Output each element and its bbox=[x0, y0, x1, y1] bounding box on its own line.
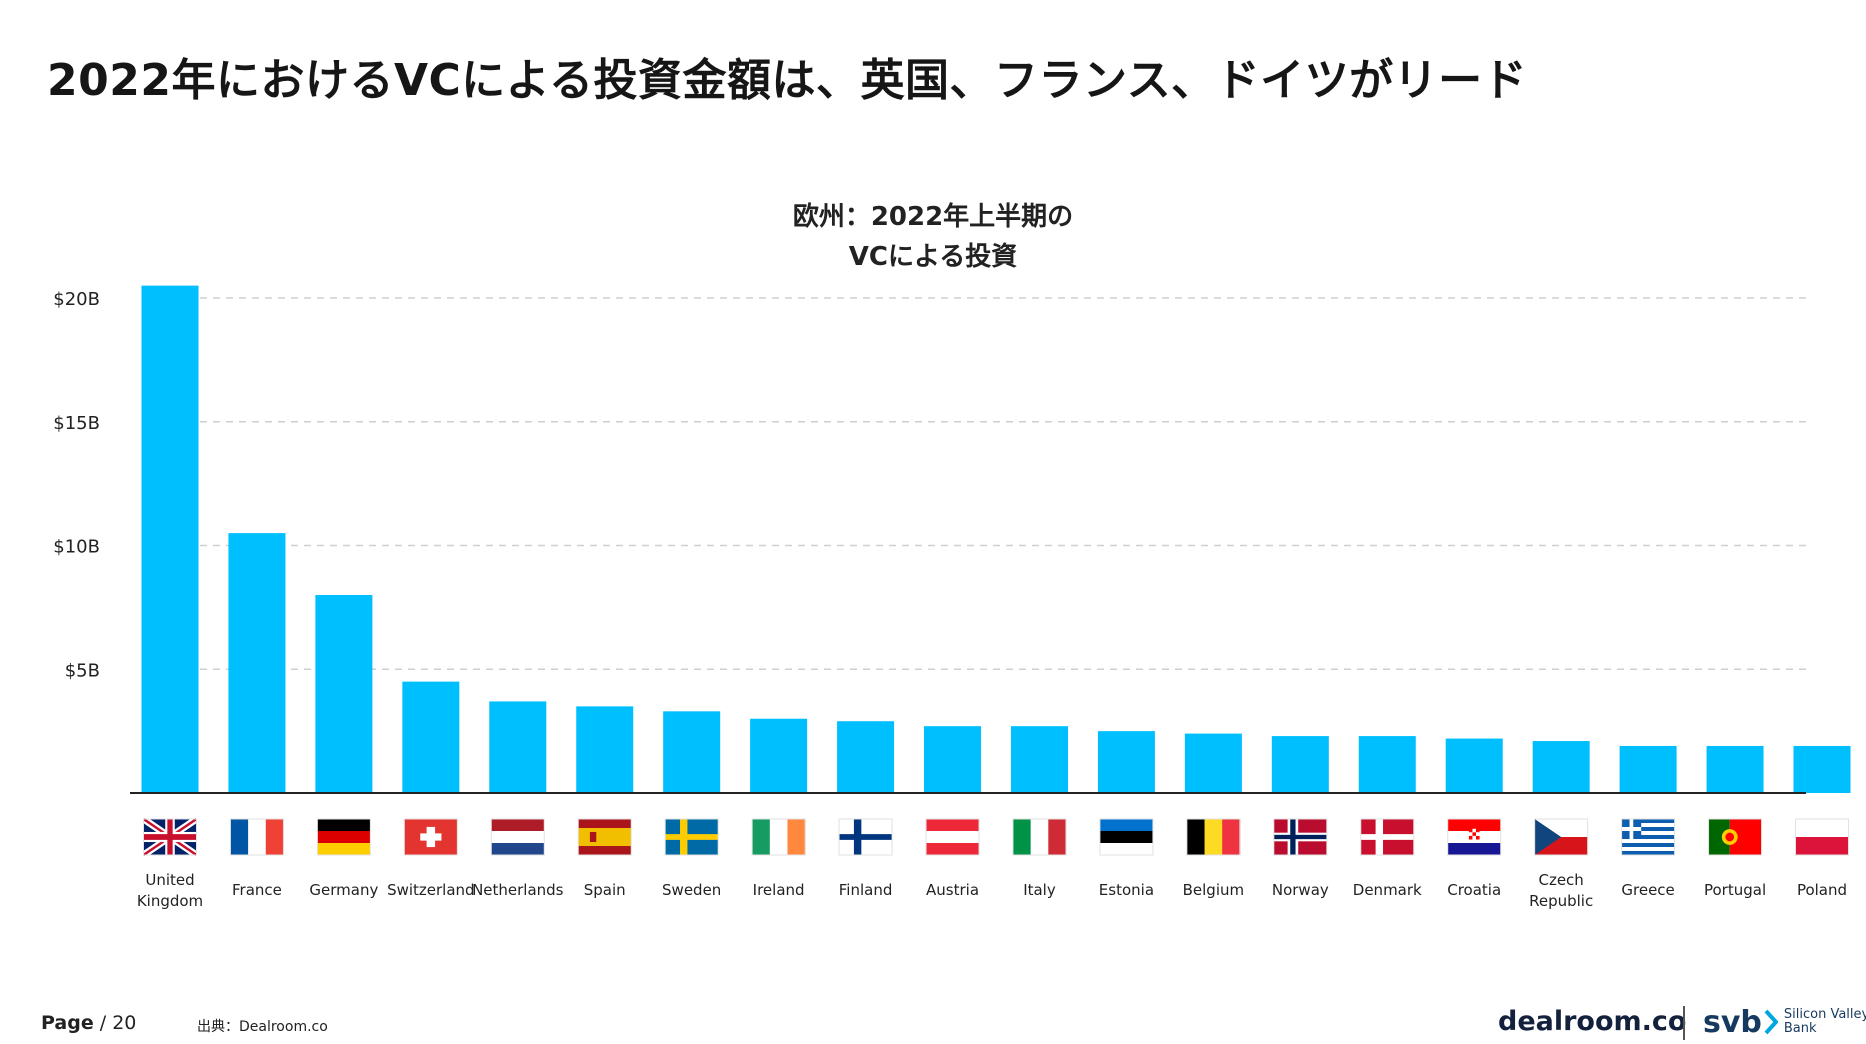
y-tick-label: $20B bbox=[53, 289, 100, 310]
x-tick-label: Italy bbox=[1023, 881, 1056, 899]
bar bbox=[1619, 745, 1677, 793]
bar bbox=[141, 285, 199, 793]
flag-ee-icon bbox=[1099, 818, 1154, 856]
flag-ie-icon bbox=[751, 818, 806, 856]
flag-ch-icon bbox=[403, 818, 458, 856]
x-tick-label: Spain bbox=[584, 881, 626, 899]
brand-divider bbox=[1683, 1006, 1685, 1040]
flag-nl-icon bbox=[490, 818, 545, 856]
bar bbox=[750, 718, 808, 793]
flag-dk-icon bbox=[1360, 818, 1415, 856]
bar bbox=[1010, 726, 1068, 793]
x-tick-label: Greece bbox=[1621, 881, 1674, 899]
bar bbox=[402, 681, 460, 793]
x-tick-label: Croatia bbox=[1447, 881, 1501, 899]
flag-se-icon bbox=[664, 818, 719, 856]
bar bbox=[1793, 745, 1851, 793]
bar bbox=[837, 721, 895, 793]
x-tick-label: Estonia bbox=[1099, 881, 1154, 899]
page-label: Page bbox=[41, 1012, 94, 1034]
x-tick-label: Ireland bbox=[753, 881, 805, 899]
x-tick-label: Portugal bbox=[1704, 881, 1766, 899]
bar bbox=[489, 701, 547, 793]
flag-gr-icon bbox=[1621, 818, 1676, 856]
flag-at-icon bbox=[925, 818, 980, 856]
x-tick-label: Switzerland bbox=[387, 881, 475, 899]
y-tick-label: $10B bbox=[53, 537, 100, 558]
bar bbox=[663, 711, 721, 793]
flag-fr-icon bbox=[229, 818, 284, 856]
x-tick-label: Sweden bbox=[662, 881, 721, 899]
flag-it-icon bbox=[1012, 818, 1067, 856]
bar bbox=[1271, 736, 1329, 793]
x-tick-label: Norway bbox=[1272, 881, 1329, 899]
source-note: 出典：Dealroom.co bbox=[197, 1019, 328, 1035]
x-tick-label: Republic bbox=[1529, 892, 1593, 910]
flag-es-icon bbox=[577, 818, 632, 856]
flag-de-icon bbox=[316, 818, 371, 856]
x-tick-label: Netherlands bbox=[472, 881, 564, 899]
chart-title-line-1: 欧州：2022年上半期の bbox=[792, 202, 1074, 232]
chart-title-line-2: VCによる投資 bbox=[848, 242, 1018, 272]
flag-pt-icon bbox=[1708, 818, 1763, 856]
flag-hr-icon bbox=[1447, 818, 1502, 856]
bar bbox=[924, 726, 982, 793]
page-indicator: Page / 20 bbox=[41, 1012, 136, 1034]
bar-chart: $5B $10B $15B $20B United Kingdom France German… bbox=[53, 285, 1851, 910]
x-tick-label: Finland bbox=[839, 881, 893, 899]
flag-fi-icon bbox=[838, 818, 893, 856]
flag-no-icon bbox=[1273, 818, 1328, 856]
bar bbox=[1184, 733, 1242, 793]
dealroom-logo: dealroom.co bbox=[1498, 1006, 1687, 1037]
page-number: / 20 bbox=[99, 1012, 137, 1034]
bar bbox=[315, 595, 373, 793]
bar bbox=[1532, 741, 1590, 793]
x-tick-label: France bbox=[232, 881, 282, 899]
flag-pl-icon bbox=[1795, 818, 1849, 856]
chart-title: 欧州：2022年上半期の VCによる投資 bbox=[0, 197, 1866, 277]
chevron-right-icon bbox=[1764, 1009, 1778, 1035]
svb-logo: svb Silicon Valley Bank bbox=[1703, 1002, 1866, 1042]
flag-gb-icon bbox=[141, 816, 199, 858]
svb-subtitle: Silicon Valley Bank bbox=[1784, 1008, 1866, 1036]
x-tick-label: Austria bbox=[926, 881, 979, 899]
bar bbox=[228, 533, 286, 793]
bar bbox=[576, 706, 634, 793]
y-tick-label: $15B bbox=[53, 413, 100, 434]
y-tick-label: $5B bbox=[65, 660, 100, 681]
svb-subtitle-line-2: Bank bbox=[1783, 1021, 1817, 1036]
bar bbox=[1445, 738, 1503, 793]
x-tick-label: Germany bbox=[309, 881, 378, 899]
svb-subtitle-line-1: Silicon Valley bbox=[1783, 1007, 1866, 1022]
svb-wordmark: svb bbox=[1703, 1004, 1762, 1040]
page-headline: 2022年におけるVCによる投資金額は、英国、フランス、ドイツがリード bbox=[47, 55, 1528, 106]
bar bbox=[1097, 731, 1155, 793]
x-tick-label: Czech bbox=[1538, 871, 1583, 889]
x-tick-label: Denmark bbox=[1353, 881, 1422, 899]
flag-cz-icon bbox=[1534, 818, 1589, 856]
flag-be-icon bbox=[1186, 818, 1241, 856]
x-tick-label: Belgium bbox=[1183, 881, 1245, 899]
x-tick-label: Kingdom bbox=[137, 892, 203, 910]
x-tick-label: Poland bbox=[1797, 881, 1847, 899]
bar bbox=[1706, 745, 1764, 793]
x-tick-label: United bbox=[145, 871, 194, 889]
bar bbox=[1358, 736, 1416, 793]
